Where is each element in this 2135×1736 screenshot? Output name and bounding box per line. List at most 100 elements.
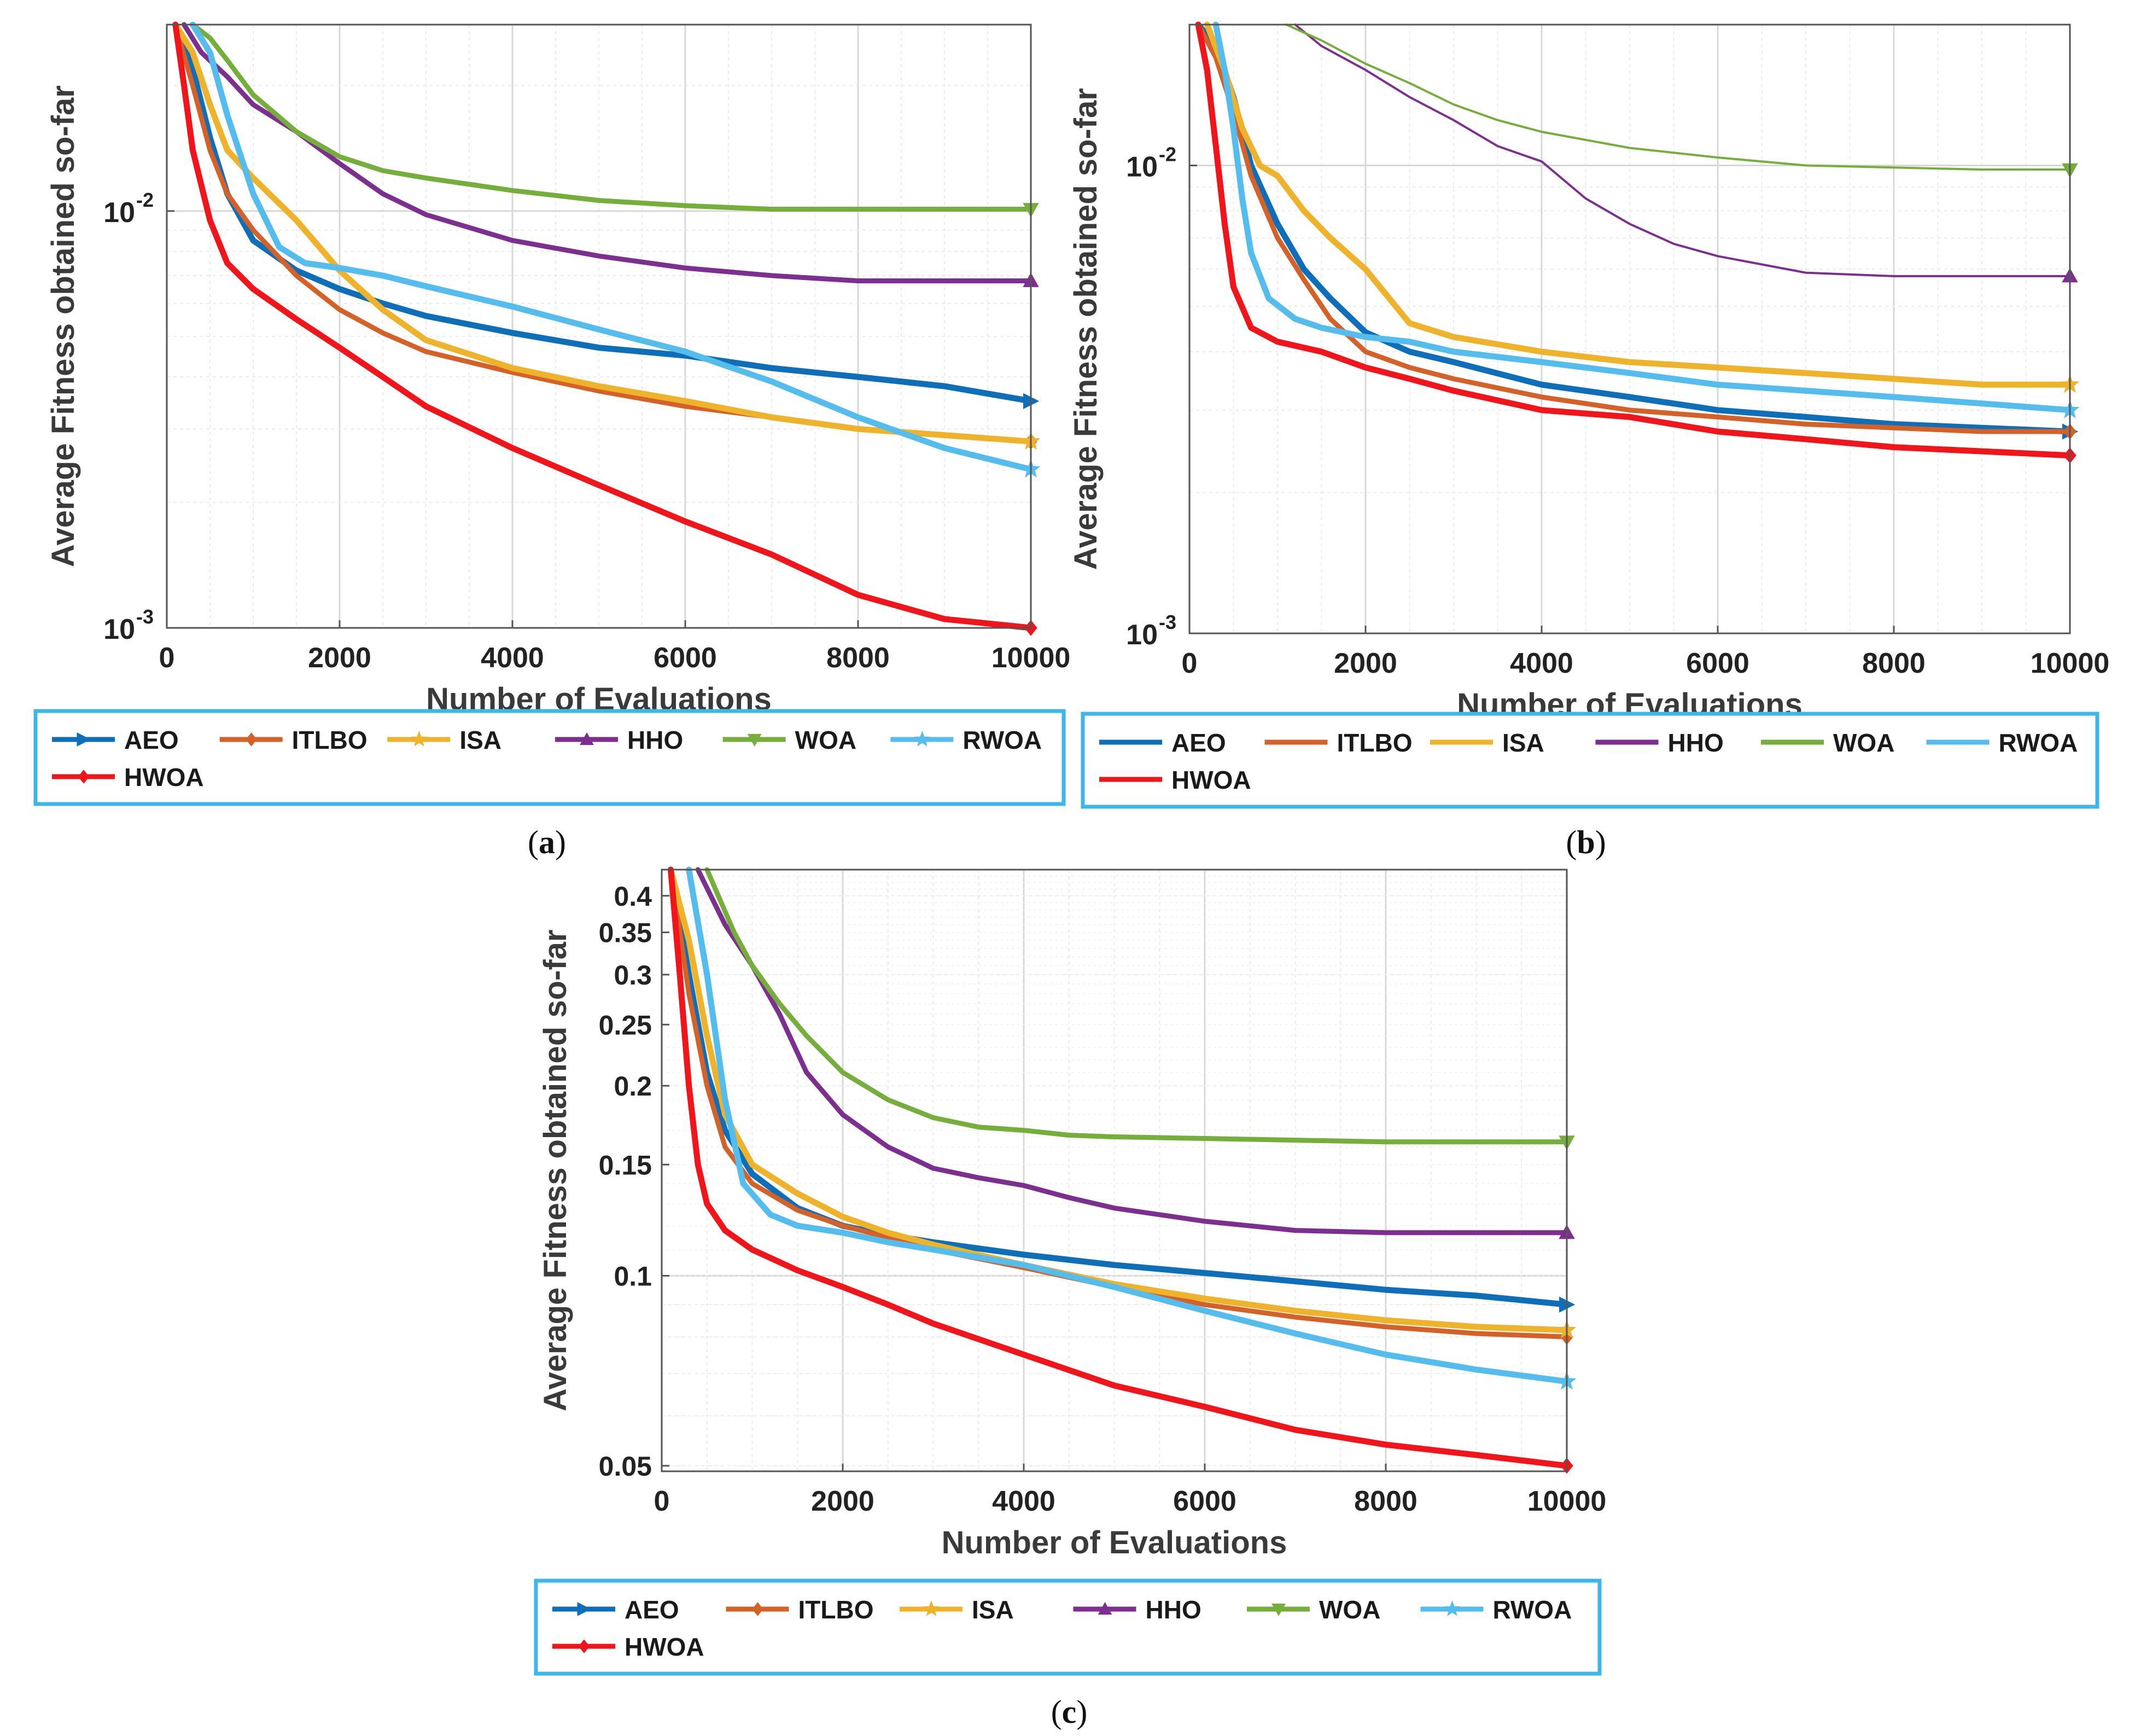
y-tick-exponent: -3 [1159, 611, 1176, 633]
y-tick-label: 0.35 [599, 918, 652, 948]
legend-item-itlbo: ITLBO [219, 726, 368, 754]
y-axis-label: Average Fitness obtained so-far [538, 930, 573, 1412]
legend-marker-isa [923, 1600, 940, 1616]
series-line-hwoa [668, 866, 1570, 1469]
x-tick-label: 2000 [811, 1485, 874, 1517]
legend-item-isa: ISA [387, 726, 501, 754]
legend-label-isa: ISA [459, 726, 501, 754]
plot-area [662, 870, 1567, 1471]
series-line-woa [190, 22, 1034, 212]
legend-label-isa: ISA [1502, 729, 1544, 757]
x-tick-label: 6000 [1173, 1485, 1236, 1517]
x-axis-label: Number of Evaluations [942, 1525, 1287, 1560]
axes-frame [166, 24, 1032, 629]
legend-item-rwoa: RWOA [1420, 1595, 1572, 1624]
legend-item-itlbo: ITLBO [1264, 729, 1412, 757]
series-line-hwoa [172, 21, 1034, 631]
legend-item-rwoa: RWOA [1926, 729, 2078, 757]
series-line-hho [182, 22, 1034, 283]
panel-caption-text: (a) [528, 824, 566, 860]
legend-item-woa: WOA [722, 726, 856, 754]
series-line-isa [1204, 21, 2073, 388]
y-tick-label: 10 [1126, 152, 1158, 183]
legend-label-aeo: AEO [124, 726, 179, 754]
x-tick-label: 10000 [2031, 648, 2110, 679]
series-line-itlbo [1195, 22, 2073, 434]
legend-box [1081, 712, 2099, 809]
y-axis-label: Average Fitness obtained so-far [45, 85, 81, 567]
legend-item-hwoa: HWOA [552, 1633, 704, 1661]
legend-item-hho: HHO [1595, 729, 1724, 757]
y-axis: 0.4 0.35 0.3 0.25 0.2 0.15 0.1 0.05 [599, 881, 669, 1482]
legend: AEO ITLBO ISA HHO WOA RWOA HWOA [33, 709, 1066, 806]
legend-marker-itlbo [246, 732, 257, 747]
x-tick-label: 6000 [1686, 648, 1749, 679]
legend-marker-hwoa [578, 1639, 590, 1653]
x-tick-label: 0 [654, 1485, 670, 1517]
legend-item-isa: ISA [900, 1595, 1014, 1624]
x-tick-label: 4000 [1510, 648, 1573, 679]
legend-box [33, 709, 1066, 806]
series-group [172, 21, 1041, 636]
legend-label-aeo: AEO [1171, 729, 1226, 757]
legend: AEO ITLBO ISA HHO WOA RWOA HWOA [534, 1578, 1602, 1676]
legend-item-hwoa: HWOA [1099, 766, 1251, 794]
series-line-hwoa [1195, 21, 2073, 459]
x-tick-label: 8000 [1862, 648, 1926, 679]
legend-item-rwoa: RWOA [890, 726, 1042, 754]
legend-item-aeo: AEO [52, 726, 179, 754]
legend-label-rwoa: RWOA [962, 726, 1042, 754]
x-tick-label: 10000 [1527, 1485, 1607, 1517]
legend-label-woa: WOA [1833, 729, 1894, 757]
series-line-hho [695, 867, 1570, 1236]
x-tick-label: 10000 [991, 642, 1071, 674]
series-line-hho [1294, 24, 2071, 277]
axes-frame [1188, 24, 2071, 634]
legend-marker-rwoa [914, 731, 931, 747]
legend: AEO ITLBO ISA HHO WOA RWOA HWOA [1081, 712, 2099, 809]
y-tick-label: 10 [1126, 619, 1158, 651]
legend-label-hho: HHO [1668, 729, 1724, 757]
series-line-rwoa [1212, 21, 2073, 413]
panel-caption: (c) [1051, 1694, 1088, 1730]
legend-box [534, 1578, 1602, 1676]
legend-label-itlbo: ITLBO [798, 1595, 874, 1624]
legend-label-woa: WOA [1319, 1595, 1380, 1624]
y-tick-label: 0.4 [614, 881, 652, 912]
legend-item-hho: HHO [555, 726, 683, 754]
x-tick-label: 4000 [992, 1485, 1055, 1517]
series-line-aeo [1195, 21, 2073, 435]
legend-label-hho: HHO [1146, 1595, 1201, 1624]
legend-item-aeo: AEO [552, 1595, 679, 1624]
legend-label-hwoa: HWOA [625, 1633, 704, 1661]
panel-caption-text: (b) [1566, 824, 1606, 860]
legend-label-rwoa: RWOA [1999, 729, 2078, 757]
y-tick-label: 0.2 [614, 1071, 652, 1102]
legend-item-itlbo: ITLBO [726, 1595, 874, 1624]
x-tick-label: 6000 [654, 642, 717, 674]
legend-marker-woa [747, 733, 762, 747]
panel-caption: (a) [528, 824, 566, 860]
legend-label-hwoa: HWOA [124, 763, 204, 791]
x-tick-label: 8000 [1354, 1485, 1418, 1517]
legend-item-woa: WOA [1761, 729, 1894, 757]
series-line-isa [172, 21, 1034, 445]
y-tick-label: 0.15 [599, 1150, 652, 1180]
x-tick-label: 8000 [826, 642, 890, 674]
legend-marker-hho [1098, 1601, 1112, 1615]
legend-label-aeo: AEO [625, 1595, 679, 1624]
legend-marker-aeo [77, 732, 91, 747]
series-line-rwoa [686, 866, 1570, 1385]
legend-item-hho: HHO [1073, 1595, 1201, 1624]
legend-label-isa: ISA [972, 1595, 1014, 1624]
y-tick-label: 10 [103, 614, 135, 645]
legend-marker-hho [580, 732, 594, 745]
panel-caption: (b) [1566, 824, 1606, 860]
series-line-isa [668, 866, 1570, 1333]
legend-marker-itlbo [752, 1602, 763, 1616]
legend-marker-aeo [577, 1602, 592, 1616]
series-line-rwoa [189, 21, 1034, 473]
y-tick-exponent: -3 [136, 605, 154, 628]
